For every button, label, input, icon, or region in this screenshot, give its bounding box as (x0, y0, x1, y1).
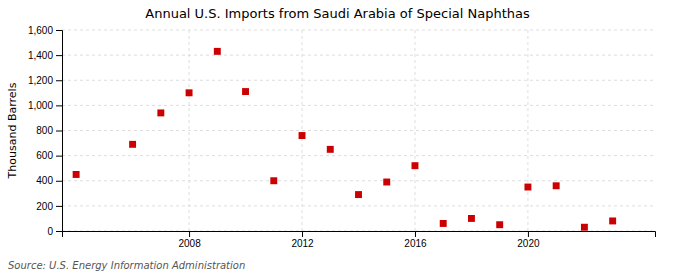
y-tick-label: 0 (47, 226, 53, 237)
y-axis-line (56, 31, 63, 232)
grid-line (527, 30, 528, 231)
x-tick-mark (528, 231, 529, 237)
point (468, 215, 475, 222)
y-tick-mark (56, 156, 62, 157)
x-tick: 2008 (178, 231, 201, 249)
point (524, 184, 531, 191)
point (355, 191, 362, 198)
title: Annual U.S. Imports from Saudi Arabia of… (145, 6, 530, 21)
point (242, 88, 249, 95)
point (327, 146, 334, 153)
grid-line (62, 205, 655, 206)
y-tick-label: 400 (36, 175, 53, 186)
y-tick-mark (56, 131, 62, 132)
x-tick-label: 2012 (291, 238, 314, 249)
source-note: Source: U.S. Energy Information Administ… (8, 260, 245, 271)
y-tick: 1,400 (28, 50, 62, 61)
point (186, 89, 193, 96)
x-tick-label: 2020 (517, 238, 540, 249)
y-tick-mark (56, 105, 62, 106)
point (129, 141, 136, 148)
point (609, 217, 616, 224)
grid-line (62, 55, 655, 56)
x-tick: 2012 (291, 231, 314, 249)
grid-line (302, 30, 303, 231)
y-tick-mark (56, 231, 62, 232)
y-tick-mark (56, 30, 62, 31)
points (73, 48, 616, 231)
point (440, 220, 447, 227)
grid-line (414, 30, 415, 231)
y-tick-mark (56, 206, 62, 207)
point (581, 224, 588, 231)
y-tick: 1,200 (28, 75, 62, 86)
point (383, 179, 390, 186)
point (270, 177, 277, 184)
grid-line (62, 130, 655, 131)
y-tick: 400 (36, 175, 62, 186)
x-tick-label: 2008 (178, 238, 201, 249)
y-tick: 200 (36, 201, 62, 212)
y-tick-mark (56, 55, 62, 56)
y-tick-mark (56, 181, 62, 182)
grid (62, 30, 655, 231)
point (214, 48, 221, 55)
y-tick: 1,000 (28, 100, 62, 111)
y-tick-label: 200 (36, 201, 53, 212)
point (73, 171, 80, 178)
y-tick: 800 (36, 125, 62, 136)
y-tick-label: 1,000 (28, 100, 53, 111)
point (412, 162, 419, 169)
y-tick-label: 600 (36, 150, 53, 161)
point (299, 132, 306, 139)
grid-line (62, 80, 655, 81)
y-axis: 0 200 400 600 800 1,000 1,200 1,400 1,600 (28, 25, 63, 237)
grid-line (62, 105, 655, 106)
y-tick-label: 1,600 (28, 25, 53, 36)
grid-line (62, 180, 655, 181)
y-tick-label: 1,400 (28, 50, 53, 61)
chart: 2008 2012 2016 2020 0 200 400 600 800 1,000 1,200 1… (0, 0, 675, 275)
y-tick: 0 (47, 226, 62, 237)
y-tick-mark (56, 80, 62, 81)
x-tick: 2016 (404, 231, 427, 249)
grid-line (62, 155, 655, 156)
x-axis-line (63, 232, 656, 238)
x-tick: 2020 (517, 231, 540, 249)
y-tick: 600 (36, 150, 62, 161)
x-tick-mark (189, 231, 190, 237)
x-axis: 2008 2012 2016 2020 (63, 231, 656, 249)
x-tick-mark (415, 231, 416, 237)
point (553, 182, 560, 189)
y-tick: 1,600 (28, 25, 62, 36)
plot: 2008 2012 2016 2020 0 200 400 600 800 1,000 1,200 1… (28, 25, 656, 249)
point (496, 221, 503, 228)
y-tick-label: 800 (36, 125, 53, 136)
y-axis-title: Thousand Barrels (6, 82, 19, 179)
x-tick-label: 2016 (404, 238, 427, 249)
x-tick-mark (302, 231, 303, 237)
y-tick-label: 1,200 (28, 75, 53, 86)
grid-line (62, 30, 655, 31)
grid-line (189, 30, 190, 231)
point (157, 109, 164, 116)
